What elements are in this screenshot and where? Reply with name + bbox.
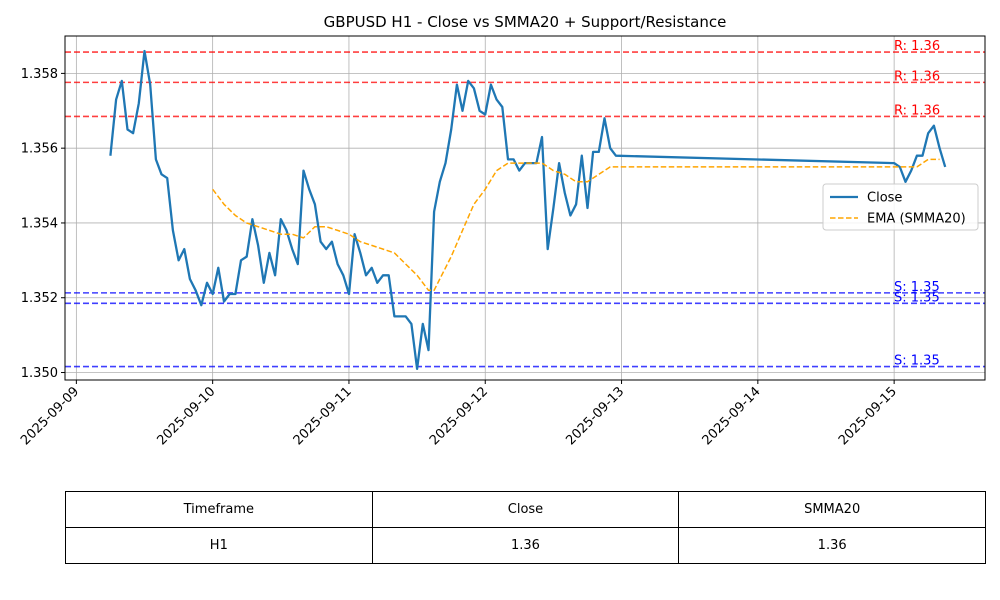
plot-frame [64,35,986,381]
data-table: Timeframe Close SMMA20 H1 1.36 1.36 [65,491,986,564]
legend-box [822,183,979,231]
support-label: S: 1.35 [894,280,940,295]
x-tick-label: 2025-09-15 [836,384,900,448]
level-labels: R: 1.36R: 1.36R: 1.36S: 1.35S: 1.35S: 1.… [894,39,940,368]
x-tick-label: 2025-09-13 [563,384,627,448]
series-lines [109,49,947,370]
x-tick-label: 2025-09-10 [154,384,218,448]
y-tick-label: 1.352 [21,291,58,306]
table-header-row: Timeframe Close SMMA20 [65,491,986,528]
legend-label: EMA (SMMA20) [867,212,966,227]
close-line [109,49,947,370]
resistance-label: R: 1.36 [894,69,940,84]
x-tick-label: 2025-09-12 [427,384,491,448]
legend: Close EMA (SMMA20) [822,183,979,231]
y-tick-label: 1.358 [21,67,58,82]
y-tick-label: 1.356 [21,142,58,157]
x-tick-label: 2025-09-11 [291,384,355,448]
support-label: S: 1.35 [894,354,940,369]
support-label: S: 1.35 [894,290,940,305]
table-header-cell: Timeframe [65,491,373,528]
legend-label: Close [867,191,902,206]
smma20-line [212,158,940,292]
table-cell: 1.36 [678,527,986,564]
y-tick-label: 1.350 [21,366,58,381]
table-header-cell: Close [371,491,680,528]
x-tick-label: 2025-09-09 [18,384,82,448]
table-header-cell: SMMA20 [678,491,986,528]
table-row: H1 1.36 1.36 [65,527,986,564]
table-cell: H1 [65,527,373,564]
y-tick-label: 1.354 [21,216,58,231]
chart: GBPUSD H1 - Close vs SMMA20 + Support/Re… [18,13,986,448]
support-resistance-lines [65,51,985,368]
resistance-label: R: 1.36 [894,39,940,54]
x-tick-label: 2025-09-14 [700,384,764,448]
chart-title: GBPUSD H1 - Close vs SMMA20 + Support/Re… [324,13,727,31]
table-cell: 1.36 [371,527,680,564]
resistance-label: R: 1.36 [894,103,940,118]
